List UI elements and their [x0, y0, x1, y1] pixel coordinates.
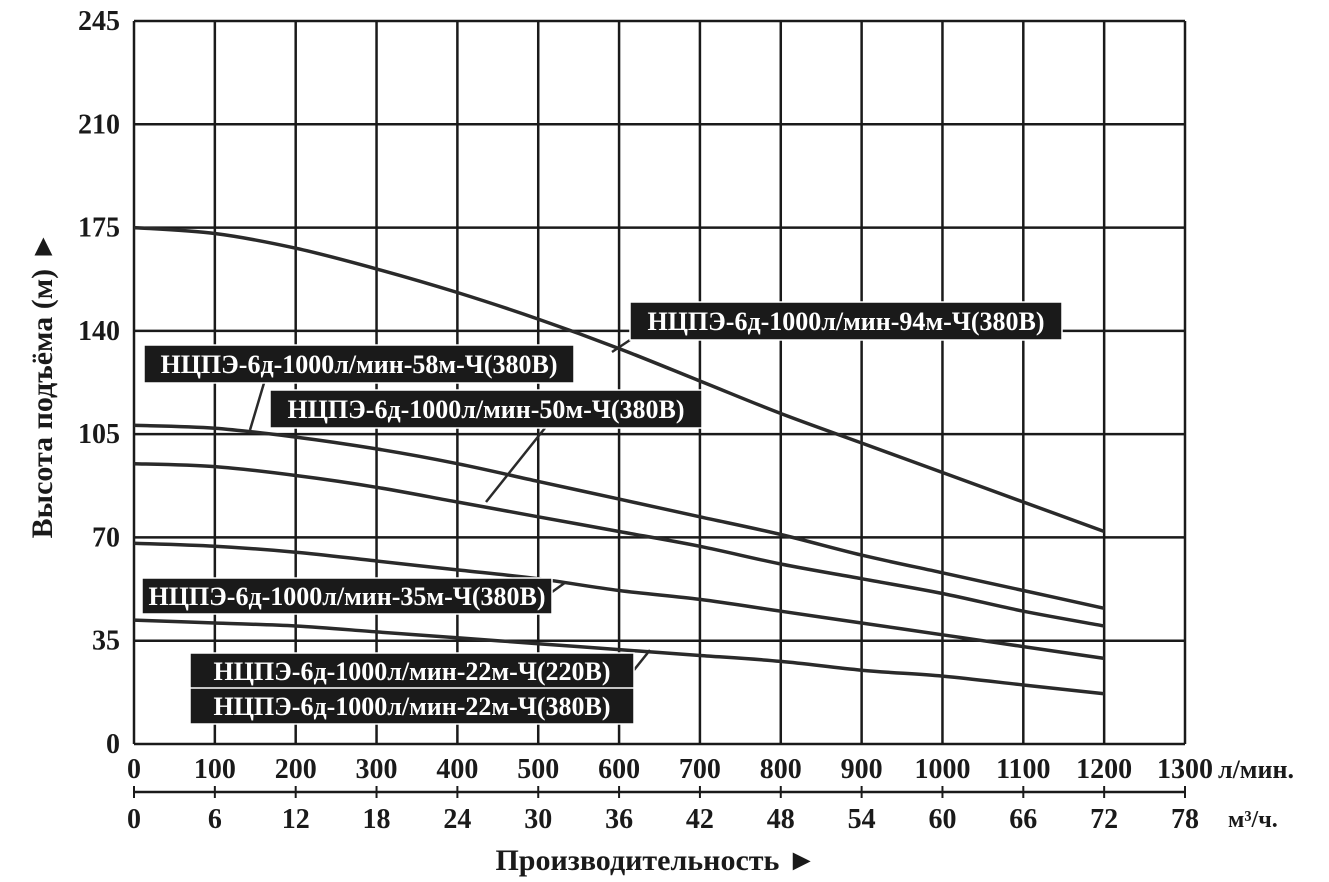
y-tick-label: 105 — [78, 419, 120, 450]
series-label-text: НЦПЭ-6д-1000л/мин-22м-Ч(220В) — [213, 657, 610, 686]
series-line-3 — [133, 541, 1105, 661]
x2-tick-label: 18 — [363, 804, 391, 835]
x2-tick-label: 48 — [767, 804, 795, 835]
series-labels: НЦПЭ-6д-1000л/мин-94м-Ч(380В) НЦПЭ-6д-100… — [141, 301, 1063, 725]
x-tick-label: 600 — [598, 754, 640, 785]
x-tick-label: 100 — [194, 754, 236, 785]
x2-tick-label: 72 — [1090, 804, 1118, 835]
x2-tick-label: 30 — [524, 804, 552, 835]
y-tick-label: 175 — [78, 213, 120, 244]
y-tick-label: 140 — [78, 316, 120, 347]
x-tick-label: 300 — [356, 754, 398, 785]
x-tick-label: 200 — [275, 754, 317, 785]
label-leader-line — [485, 427, 546, 503]
label-box — [189, 652, 635, 690]
x-tick-label: 800 — [760, 754, 802, 785]
x-unit-label: л/мин. — [1218, 755, 1294, 784]
series-label-text: НЦПЭ-6д-1000л/мин-50м-Ч(380В) — [287, 395, 684, 424]
x-tick-label: 1300 — [1157, 754, 1213, 785]
series-label-text: НЦПЭ-6д-1000л/мин-94м-Ч(380В) — [647, 307, 1044, 336]
y-tick-label: 210 — [78, 109, 120, 140]
x-axis-title: Производительность ► — [495, 844, 816, 877]
series-line-2 — [133, 461, 1105, 628]
series-line-1 — [133, 423, 1105, 611]
x2-tick-labels: 0 6 12 18 24 30 36 42 48 54 60 66 72 78 — [127, 804, 1199, 835]
series-line-4 — [133, 618, 1105, 696]
label-box — [141, 577, 553, 615]
x2-tick-label: 60 — [928, 804, 956, 835]
label-leader-line — [551, 580, 567, 594]
y-tick-label: 245 — [78, 6, 120, 37]
y-axis-title: Высота подъёма (м) ► — [26, 232, 59, 539]
x2-tick-label: 24 — [443, 804, 471, 835]
x2-unit-label: м³/ч. — [1228, 807, 1278, 833]
x-tick-label: 1000 — [914, 754, 970, 785]
label-leader-line — [248, 382, 266, 431]
x2-axis-line-group — [133, 786, 1186, 798]
label-box — [143, 344, 575, 384]
label-leader-line — [633, 649, 651, 671]
y-tick-label: 70 — [92, 522, 120, 553]
y-tick-label: 0 — [106, 729, 120, 760]
x-tick-label: 0 — [127, 754, 141, 785]
x2-tick-label: 66 — [1009, 804, 1037, 835]
label-box — [629, 301, 1063, 341]
x2-tick-label: 78 — [1171, 804, 1199, 835]
x2-tick-label: 36 — [605, 804, 633, 835]
x-tick-label: 1200 — [1076, 754, 1132, 785]
series-label-text: НЦПЭ-6д-1000л/мин-35м-Ч(380В) — [148, 582, 545, 611]
series-label-text: НЦПЭ-6д-1000л/мин-22м-Ч(380В) — [213, 692, 610, 721]
label-leader-line — [611, 338, 631, 354]
series-label-text: НЦПЭ-6д-1000л/мин-58м-Ч(380В) — [160, 350, 557, 379]
x2-tick-label: 0 — [127, 804, 141, 835]
x-tick-label: 400 — [436, 754, 478, 785]
y-tick-labels: 0 35 70 105 140 175 210 245 — [78, 6, 120, 760]
x2-tick-label: 12 — [282, 804, 310, 835]
x2-tick-label: 6 — [208, 804, 222, 835]
x-tick-label: 900 — [841, 754, 883, 785]
x-tick-label: 700 — [679, 754, 721, 785]
x-tick-labels: 0 100 200 300 400 500 600 700 800 900 1000 1100 1200… — [127, 754, 1213, 785]
y-tick-label: 35 — [92, 626, 120, 657]
x2-tick-label: 54 — [848, 804, 876, 835]
x-tick-label: 1100 — [996, 754, 1050, 785]
x2-tick-label: 42 — [686, 804, 714, 835]
x-tick-label: 500 — [517, 754, 559, 785]
label-box — [269, 389, 703, 429]
label-box — [189, 687, 635, 725]
